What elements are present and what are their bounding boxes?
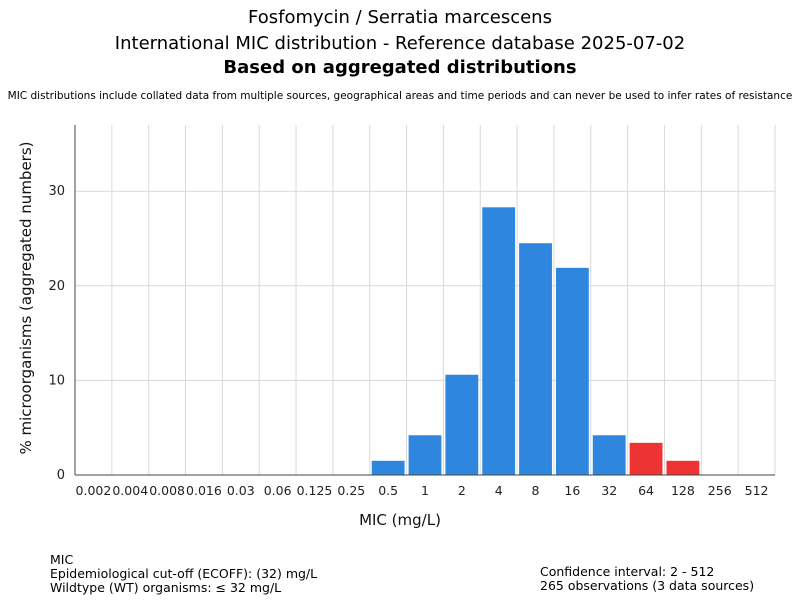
x-tick-label: 128: [671, 483, 695, 498]
x-tick-label: 0.03: [227, 483, 255, 498]
footer-confidence-interval: Confidence interval: 2 - 512: [540, 564, 715, 579]
x-tick-label: 1: [421, 483, 429, 498]
x-tick-label: 2: [458, 483, 466, 498]
bar: [555, 267, 589, 475]
x-tick-label: 256: [708, 483, 732, 498]
bar: [666, 460, 700, 475]
bar: [482, 207, 516, 475]
footer-observations: 265 observations (3 data sources): [540, 578, 755, 593]
x-axis-title: MIC (mg/L): [359, 511, 441, 529]
chart-subtitle: International MIC distribution - Referen…: [114, 33, 686, 54]
y-tick-label: 10: [48, 373, 65, 388]
x-tick-label: 64: [638, 483, 654, 498]
x-tick-label: 0.016: [186, 483, 222, 498]
footer-ecoff: Epidemiological cut-off (ECOFF): (32) mg…: [50, 566, 318, 581]
x-tick-label: 0.25: [337, 483, 365, 498]
x-tick-label: 0.5: [378, 483, 398, 498]
chart-title: Fosfomycin / Serratia marcescens: [248, 7, 552, 28]
footer-left: MIC Epidemiological cut-off (ECOFF): (32…: [50, 553, 317, 595]
footer-wildtype: Wildtype (WT) organisms: ≤ 32 mg/L: [50, 580, 282, 595]
bar: [519, 243, 552, 475]
bar: [629, 442, 663, 475]
x-tick-label: 512: [745, 483, 769, 498]
x-tick-label: 0.008: [149, 483, 185, 498]
x-tick-label: 4: [495, 483, 503, 498]
bar: [371, 460, 405, 475]
footer-mic-label: MIC: [50, 552, 74, 567]
y-tick-label: 20: [48, 279, 65, 294]
x-tick-label: 0.06: [264, 483, 292, 498]
y-axis-title: % microorganisms (aggregated numbers): [17, 141, 35, 454]
y-tick-label: 0: [57, 468, 65, 483]
x-tick-label: 0.002: [76, 483, 112, 498]
y-tick-label: 30: [48, 184, 65, 199]
x-tick-label: 16: [564, 483, 580, 498]
x-tick-label: 32: [601, 483, 617, 498]
bar: [592, 435, 626, 475]
x-tick-label: 0.004: [112, 483, 148, 498]
footer-right: Confidence interval: 2 - 512 265 observa…: [540, 565, 754, 593]
x-tick-label: 0.125: [297, 483, 333, 498]
chart-subtitle-bold: Based on aggregated distributions: [223, 57, 577, 78]
disclaimer-note: MIC distributions include collated data …: [7, 90, 793, 102]
bar: [445, 374, 479, 475]
bar: [408, 435, 442, 475]
x-tick-label: 8: [532, 483, 540, 498]
